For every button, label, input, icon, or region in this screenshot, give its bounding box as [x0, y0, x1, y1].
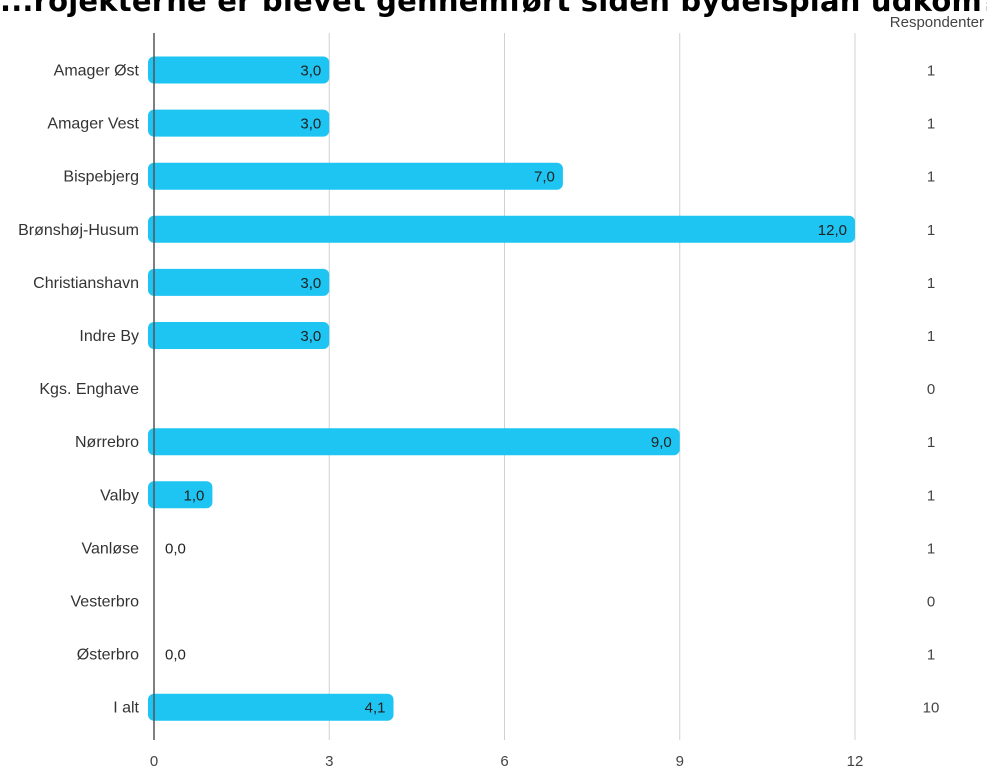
- respondent-count: 1: [927, 328, 935, 345]
- value-label: 3,0: [300, 328, 321, 345]
- bar: [148, 268, 330, 296]
- x-tick-label: 6: [500, 753, 508, 770]
- x-tick-label: 12: [847, 753, 864, 770]
- bar: [148, 56, 330, 84]
- x-tick-label: 9: [676, 753, 684, 770]
- value-label: 12,0: [818, 222, 847, 239]
- x-tick-label: 3: [325, 753, 333, 770]
- category-label: Østerbro: [77, 647, 139, 664]
- bar: [148, 215, 855, 243]
- value-label: 4,1: [365, 700, 386, 717]
- value-label: 0,0: [165, 647, 186, 664]
- category-label: Indre By: [79, 328, 139, 345]
- value-label: 9,0: [651, 434, 672, 451]
- bar: [148, 693, 394, 721]
- bar: [148, 481, 213, 509]
- category-label: Vanløse: [81, 540, 139, 557]
- respondent-count: 1: [927, 275, 935, 292]
- category-label: Kgs. Enghave: [39, 381, 139, 398]
- category-label: Valby: [100, 487, 139, 504]
- respondent-count: 1: [927, 63, 935, 80]
- respondent-count: 10: [923, 700, 940, 717]
- respondent-count: 0: [927, 594, 935, 611]
- category-label: Brønshøj-Husum: [18, 222, 139, 239]
- x-tick-label: 0: [150, 753, 158, 770]
- category-label: Vesterbro: [71, 594, 140, 611]
- respondent-count: 1: [927, 222, 935, 239]
- chart-title: ...rojekterne er blevet gennemført siden…: [0, 0, 987, 18]
- bar: [148, 322, 330, 349]
- respondents-header: Respondenter: [889, 14, 984, 31]
- value-label: 3,0: [300, 275, 321, 292]
- bar: [148, 109, 330, 137]
- category-label: I alt: [113, 700, 139, 717]
- category-label: Christianshavn: [33, 275, 139, 292]
- value-label: 1,0: [184, 487, 205, 504]
- respondent-count: 1: [927, 116, 935, 133]
- category-label: Amager Øst: [54, 63, 140, 80]
- bar: [148, 428, 680, 456]
- respondent-count: 1: [927, 647, 935, 664]
- value-label: 0,0: [165, 540, 186, 557]
- respondent-count: 1: [927, 434, 935, 451]
- category-label: Amager Vest: [47, 116, 139, 133]
- value-label: 3,0: [300, 63, 321, 80]
- respondent-count: 0: [927, 381, 935, 398]
- respondent-count: 1: [927, 169, 935, 186]
- bar: [148, 162, 563, 190]
- category-label: Bispebjerg: [63, 169, 139, 186]
- respondent-count: 1: [927, 540, 935, 557]
- value-label: 7,0: [534, 169, 555, 186]
- value-label: 3,0: [300, 116, 321, 133]
- respondent-count: 1: [927, 487, 935, 504]
- category-label: Nørrebro: [75, 434, 139, 451]
